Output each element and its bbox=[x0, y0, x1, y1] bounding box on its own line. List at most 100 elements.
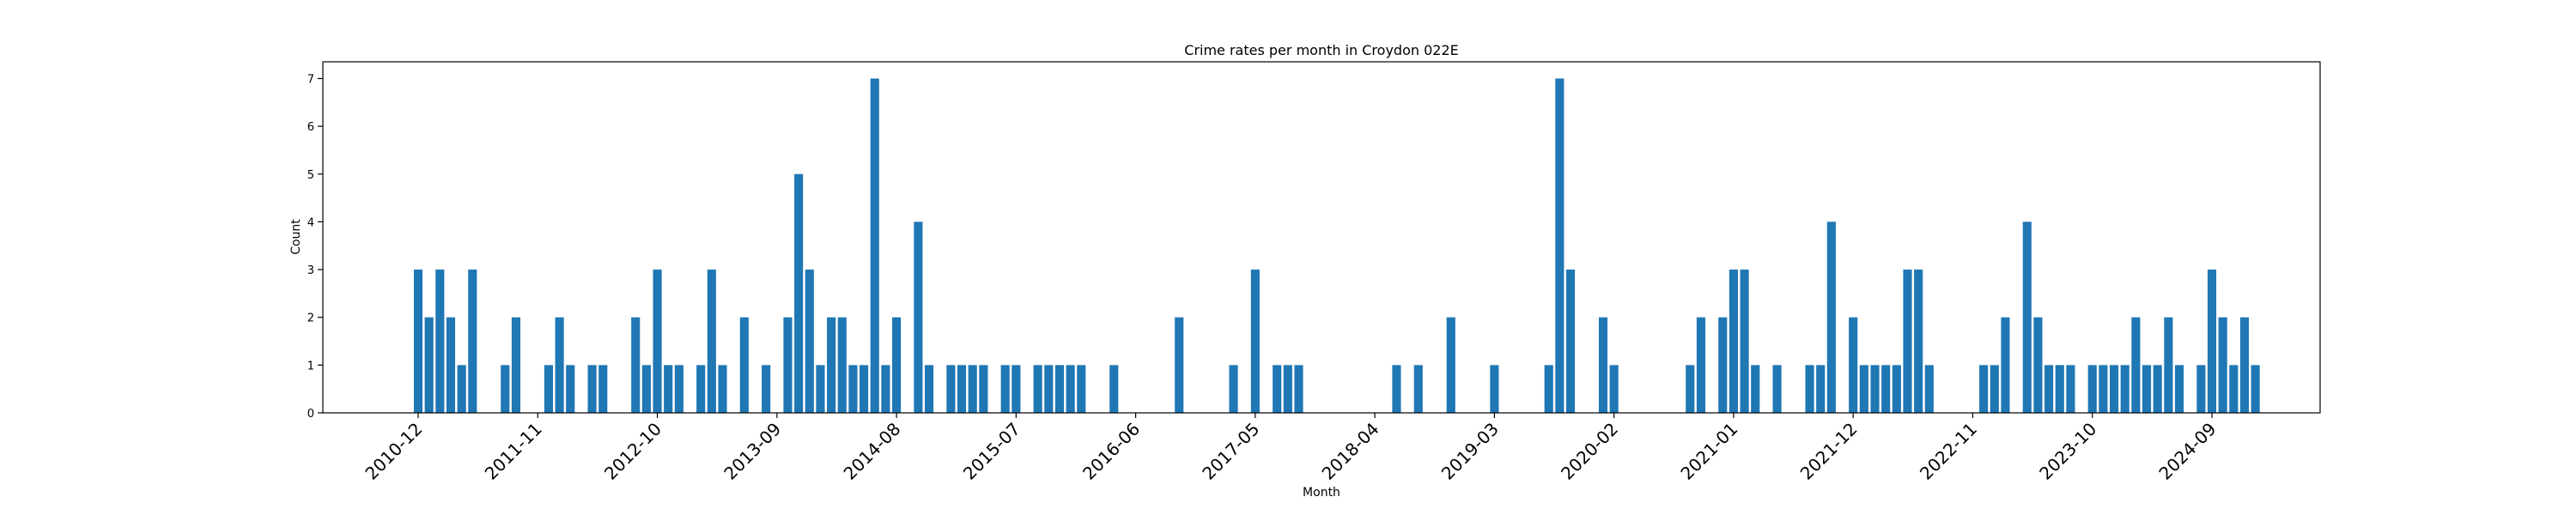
bar bbox=[566, 365, 575, 413]
bar bbox=[696, 365, 706, 413]
bar bbox=[762, 365, 771, 413]
bar bbox=[2153, 365, 2162, 413]
bar bbox=[1990, 365, 1999, 413]
bar bbox=[1686, 365, 1695, 413]
bar bbox=[2120, 365, 2129, 413]
y-tick-label: 5 bbox=[307, 169, 314, 182]
bar bbox=[794, 173, 804, 413]
bar bbox=[1413, 365, 1423, 413]
bar bbox=[1870, 365, 1880, 413]
y-axis-label: Count bbox=[289, 219, 303, 255]
bar bbox=[446, 317, 456, 413]
x-axis-label: Month bbox=[1303, 486, 1340, 500]
y-tick-label: 4 bbox=[307, 216, 314, 229]
bar bbox=[2131, 317, 2141, 413]
bar bbox=[2196, 365, 2206, 413]
y-tick-label: 1 bbox=[307, 360, 314, 373]
bar bbox=[674, 365, 683, 413]
bar bbox=[2044, 365, 2054, 413]
bar bbox=[1849, 317, 1858, 413]
bar bbox=[631, 317, 641, 413]
bar bbox=[1892, 365, 1901, 413]
bar bbox=[435, 270, 445, 413]
y-tick-label: 0 bbox=[307, 408, 314, 421]
bar bbox=[1740, 270, 1749, 413]
bar bbox=[805, 270, 814, 413]
bar bbox=[1826, 221, 1836, 413]
bar bbox=[1054, 365, 1065, 413]
bar bbox=[881, 365, 890, 413]
bar bbox=[1000, 365, 1010, 413]
bar bbox=[1229, 365, 1238, 413]
bar bbox=[870, 78, 879, 413]
bar bbox=[468, 270, 477, 413]
bar bbox=[1728, 270, 1738, 413]
bar bbox=[816, 365, 825, 413]
bar bbox=[1066, 365, 1075, 413]
bar bbox=[2087, 365, 2097, 413]
bar bbox=[1609, 365, 1619, 413]
bar bbox=[2174, 365, 2184, 413]
bar bbox=[1044, 365, 1054, 413]
bar bbox=[1555, 78, 1564, 413]
bar bbox=[1012, 365, 1021, 413]
bar bbox=[1598, 317, 1608, 413]
bar bbox=[413, 270, 423, 413]
bar bbox=[1544, 365, 1553, 413]
bar bbox=[914, 221, 923, 413]
bars-group bbox=[413, 78, 2260, 413]
bar bbox=[860, 365, 869, 413]
bar bbox=[1859, 365, 1868, 413]
bar bbox=[511, 317, 521, 413]
bar bbox=[1175, 317, 1184, 413]
bar bbox=[544, 365, 553, 413]
bar bbox=[1914, 270, 1923, 413]
bar bbox=[1772, 365, 1782, 413]
bar bbox=[1979, 365, 1989, 413]
bar bbox=[718, 365, 727, 413]
bar bbox=[1751, 365, 1760, 413]
bar bbox=[2164, 317, 2173, 413]
bar bbox=[1273, 365, 1282, 413]
bar bbox=[2251, 365, 2260, 413]
bar bbox=[555, 317, 564, 413]
bar bbox=[598, 365, 608, 413]
bar bbox=[501, 365, 510, 413]
bar bbox=[2022, 221, 2032, 413]
bar bbox=[1490, 365, 1499, 413]
bar bbox=[1250, 270, 1260, 413]
bar bbox=[2066, 365, 2075, 413]
bar bbox=[2109, 365, 2119, 413]
bar bbox=[2001, 317, 2010, 413]
bar bbox=[2239, 317, 2250, 413]
y-tick-label: 7 bbox=[307, 73, 314, 86]
bar bbox=[1033, 365, 1042, 413]
chart-title: Crime rates per month in Croydon 022E bbox=[1184, 42, 1458, 58]
bar bbox=[1696, 317, 1706, 413]
bar bbox=[979, 365, 988, 413]
bar bbox=[848, 365, 858, 413]
bar bbox=[1816, 365, 1826, 413]
bar bbox=[1805, 365, 1814, 413]
bar bbox=[892, 317, 902, 413]
bar bbox=[457, 365, 466, 413]
bar bbox=[1077, 365, 1086, 413]
bar bbox=[2055, 365, 2064, 413]
bar bbox=[2207, 270, 2217, 413]
bar bbox=[946, 365, 956, 413]
y-tick-label: 2 bbox=[307, 312, 314, 325]
bar bbox=[1283, 365, 1292, 413]
bar bbox=[1924, 365, 1934, 413]
bar bbox=[968, 365, 977, 413]
y-axis: 0 1 2 3 4 5 6 7 bbox=[307, 73, 323, 421]
bar bbox=[1109, 365, 1119, 413]
bar bbox=[1565, 270, 1576, 413]
plot-frame bbox=[322, 61, 2321, 414]
bar bbox=[957, 365, 967, 413]
bar bbox=[2218, 317, 2227, 413]
y-tick-label: 3 bbox=[307, 264, 314, 277]
bar bbox=[1446, 317, 1455, 413]
bar bbox=[783, 317, 793, 413]
